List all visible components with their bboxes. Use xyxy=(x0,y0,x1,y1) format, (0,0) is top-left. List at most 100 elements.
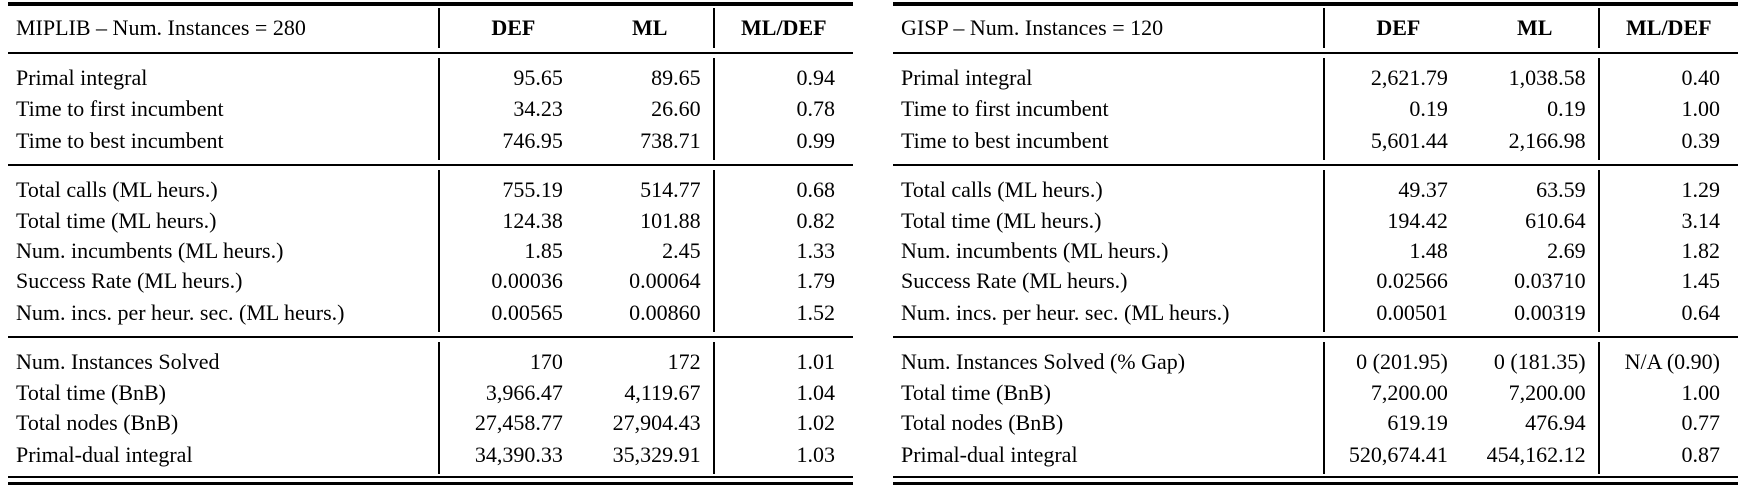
column-header-ml: ML xyxy=(631,15,668,40)
ml-def-ratio-value: 1.29 xyxy=(1597,170,1738,206)
table-row: Primal integral 95.65 89.65 0.94 xyxy=(8,58,853,94)
metric-group: Total calls (ML heurs.) 49.37 63.59 1.29 Tot… xyxy=(893,170,1738,332)
table-row: Time to best incumbent 5,601.44 2,166.98 0.… xyxy=(893,124,1738,160)
def-value: 95.65 xyxy=(437,58,587,94)
table-row: Total calls (ML heurs.) 755.19 514.77 0.68 xyxy=(8,170,853,206)
table-row: Primal-dual integral 34,390.33 35,329.91 1.… xyxy=(8,438,853,474)
row-label: Total time (ML heurs.) xyxy=(16,208,217,233)
group-rule xyxy=(8,160,853,170)
def-value: 0 (201.95) xyxy=(1322,342,1472,378)
ml-def-ratio-value: 0.68 xyxy=(712,170,853,206)
ml-def-ratio-value: 1.45 xyxy=(1597,266,1738,296)
table-row: Num. Instances Solved 170 172 1.01 xyxy=(8,342,853,378)
ml-value: 172 xyxy=(667,348,701,374)
table-row: Total time (BnB) 3,966.47 4,119.67 1.04 xyxy=(8,378,853,408)
def-value: 49.37 xyxy=(1322,170,1472,206)
table-row: Success Rate (ML heurs.) 0.02566 0.03710 1.… xyxy=(893,266,1738,296)
ml-def-ratio-value: 1.00 xyxy=(1597,378,1738,408)
row-label: Total calls (ML heurs.) xyxy=(16,176,218,202)
def-value: 520,674.41 xyxy=(1322,438,1472,474)
metric-group: Num. Instances Solved (% Gap) 0 (201.95) 0… xyxy=(893,342,1738,474)
ml-def-ratio-value: 0.99 xyxy=(712,124,853,160)
row-label: Num. incs. per heur. sec. (ML heurs.) xyxy=(901,299,1230,325)
def-value: 170 xyxy=(437,342,587,378)
table-row: Total time (ML heurs.) 124.38 101.88 0.82 xyxy=(8,206,853,236)
ml-value: 63.59 xyxy=(1536,176,1586,202)
table-row: Total nodes (BnB) 619.19 476.94 0.77 xyxy=(893,408,1738,438)
column-header-def: DEF xyxy=(437,8,587,48)
ml-def-ratio-value: N/A (0.90) xyxy=(1597,342,1738,378)
def-value: 0.19 xyxy=(1322,94,1472,124)
ml-value: 7,200.00 xyxy=(1508,380,1586,405)
def-value: 755.19 xyxy=(437,170,587,206)
column-header-ml-def: ML/DEF xyxy=(712,8,853,48)
def-value: 34,390.33 xyxy=(437,438,587,474)
header-row: GISP – Num. Instances = 120 DEF ML ML/DEF xyxy=(893,8,1738,48)
row-label: Primal-dual integral xyxy=(901,441,1078,467)
header-rule xyxy=(893,48,1738,58)
ml-value: 0.00064 xyxy=(629,268,701,293)
def-value: 0.00036 xyxy=(437,266,587,296)
ml-value: 26.60 xyxy=(651,96,701,121)
ml-def-ratio-value: 1.01 xyxy=(712,342,853,378)
ml-def-ratio-value: 1.33 xyxy=(712,236,853,266)
ml-def-ratio-value: 0.64 xyxy=(1597,296,1738,332)
ml-def-ratio-value: 1.79 xyxy=(712,266,853,296)
ml-def-ratio-value: 0.87 xyxy=(1597,438,1738,474)
table-bottom-rule xyxy=(893,474,1738,488)
ml-value: 0.00319 xyxy=(1514,299,1586,325)
ml-def-ratio-value: 0.78 xyxy=(712,94,853,124)
def-value: 0.00565 xyxy=(437,296,587,332)
row-label: Success Rate (ML heurs.) xyxy=(16,268,243,293)
def-value: 7,200.00 xyxy=(1322,378,1472,408)
def-value: 3,966.47 xyxy=(437,378,587,408)
ml-def-ratio-value: 1.03 xyxy=(712,438,853,474)
table-row: Total time (BnB) 7,200.00 7,200.00 1.00 xyxy=(893,378,1738,408)
ml-value: 0 (181.35) xyxy=(1493,348,1586,374)
table-title: GISP – Num. Instances = 120 xyxy=(901,15,1164,40)
metric-group: Total calls (ML heurs.) 755.19 514.77 0.68 T… xyxy=(8,170,853,332)
table-row: Num. Instances Solved (% Gap) 0 (201.95) 0… xyxy=(893,342,1738,378)
ml-value: 2.69 xyxy=(1547,238,1586,263)
table-row: Success Rate (ML heurs.) 0.00036 0.00064 1.… xyxy=(8,266,853,296)
ml-value: 738.71 xyxy=(640,127,701,153)
row-label: Num. incumbents (ML heurs.) xyxy=(16,238,284,263)
table-row: Total time (ML heurs.) 194.42 610.64 3.14 xyxy=(893,206,1738,236)
column-header-ml: ML xyxy=(1516,15,1553,40)
row-label: Total time (ML heurs.) xyxy=(901,208,1102,233)
ml-value: 4,119.67 xyxy=(624,380,701,405)
row-label: Time to best incumbent xyxy=(16,127,224,153)
group-rule xyxy=(893,332,1738,342)
ml-value: 476.94 xyxy=(1525,410,1586,435)
table-row: Num. incumbents (ML heurs.) 1.85 2.45 1.33 xyxy=(8,236,853,266)
row-label: Num. incumbents (ML heurs.) xyxy=(901,238,1169,263)
def-value: 1.85 xyxy=(437,236,587,266)
ml-value: 27,904.43 xyxy=(612,410,701,435)
row-label: Total nodes (BnB) xyxy=(16,410,179,435)
table-row: Num. incs. per heur. sec. (ML heurs.) 0.0… xyxy=(8,296,853,332)
table-row: Num. incumbents (ML heurs.) 1.48 2.69 1.82 xyxy=(893,236,1738,266)
row-label: Time to first incumbent xyxy=(901,96,1109,121)
gisp-results-table: GISP – Num. Instances = 120 DEF ML ML/DEF Pr… xyxy=(893,2,1738,488)
table-top-rule xyxy=(8,2,853,8)
row-label: Num. incs. per heur. sec. (ML heurs.) xyxy=(16,299,345,325)
ml-value: 1,038.58 xyxy=(1508,64,1586,90)
group-rule xyxy=(8,332,853,342)
ml-def-ratio-value: 0.94 xyxy=(712,58,853,94)
ml-def-ratio-value: 3.14 xyxy=(1597,206,1738,236)
column-header-def: DEF xyxy=(1322,8,1472,48)
table-row: Num. incs. per heur. sec. (ML heurs.) 0.0… xyxy=(893,296,1738,332)
def-value: 1.48 xyxy=(1322,236,1472,266)
header-row: MIPLIB – Num. Instances = 280 DEF ML ML/DEF xyxy=(8,8,853,48)
def-value: 746.95 xyxy=(437,124,587,160)
table-title: MIPLIB – Num. Instances = 280 xyxy=(16,15,306,40)
def-value: 124.38 xyxy=(437,206,587,236)
def-value: 0.00501 xyxy=(1322,296,1472,332)
row-label: Success Rate (ML heurs.) xyxy=(901,268,1128,293)
row-label: Num. Instances Solved xyxy=(16,348,220,374)
table-row: Total nodes (BnB) 27,458.77 27,904.43 1.02 xyxy=(8,408,853,438)
group-rule xyxy=(893,160,1738,170)
ml-def-ratio-value: 0.77 xyxy=(1597,408,1738,438)
row-label: Total calls (ML heurs.) xyxy=(901,176,1103,202)
